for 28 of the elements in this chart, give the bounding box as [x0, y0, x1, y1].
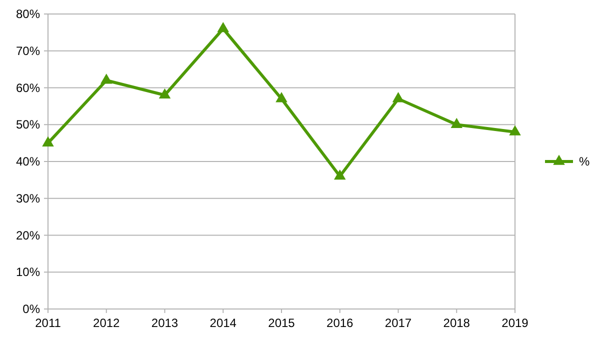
x-tick-label: 2015	[268, 316, 296, 330]
y-tick-label: 80%	[16, 7, 40, 21]
point	[276, 92, 288, 102]
y-tick-label: 50%	[16, 118, 40, 132]
point	[509, 125, 521, 136]
legend-label: %	[579, 154, 590, 168]
x-tick-label: 2013	[151, 316, 178, 330]
x-tick-label: 2018	[443, 316, 470, 330]
x-tick-label: 2016	[326, 316, 354, 330]
point	[42, 136, 54, 146]
point	[217, 22, 230, 32]
x-tick-label: 2017	[384, 316, 412, 330]
y-tick-label: 30%	[16, 191, 40, 206]
point	[158, 88, 171, 99]
y-tick-label: 60%	[16, 80, 40, 95]
y-tick-label: 0%	[22, 302, 40, 316]
x-tick-label: 2019	[502, 316, 529, 330]
x-tick-label: 2011	[35, 316, 62, 330]
y-tick-label: 10%	[16, 265, 40, 280]
y-tick-label: 70%	[16, 44, 40, 58]
x-tick-label: 2014	[210, 316, 237, 330]
y-tick-label: 40%	[16, 154, 40, 168]
y-tick-label: 20%	[16, 228, 40, 242]
point	[450, 118, 463, 128]
point	[100, 74, 112, 84]
x-tick-label: 2012	[93, 316, 120, 330]
point	[334, 169, 346, 180]
point	[392, 92, 404, 102]
